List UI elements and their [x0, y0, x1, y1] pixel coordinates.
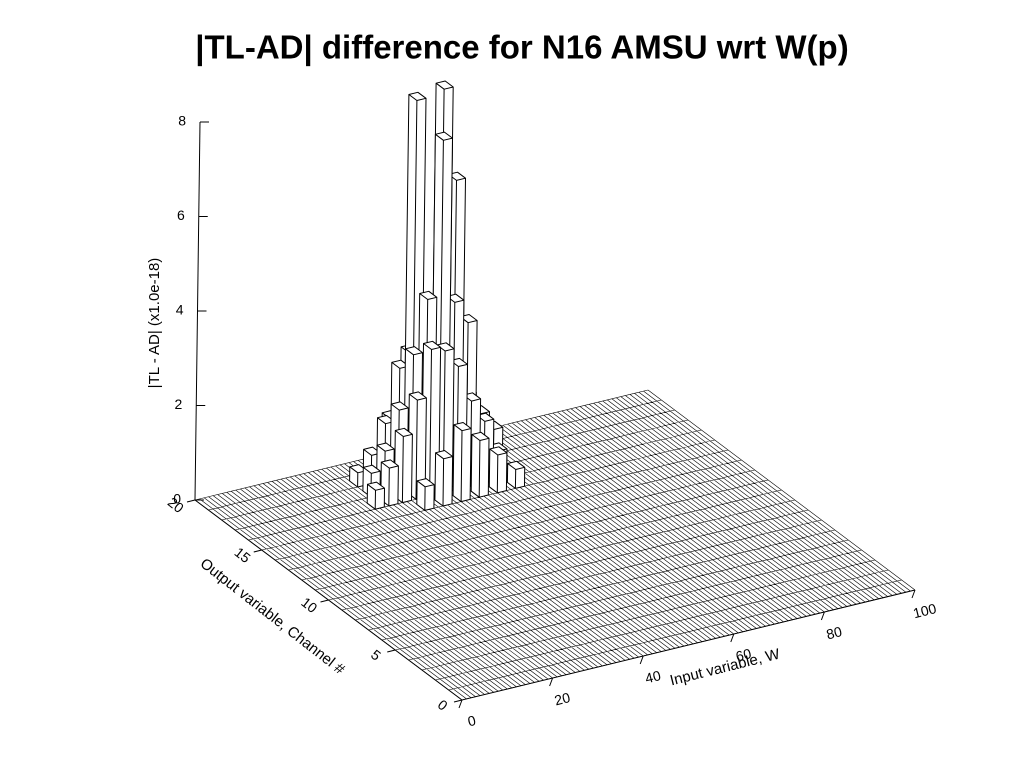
bar	[434, 450, 454, 507]
x-tick-label: 80	[825, 623, 844, 642]
y-tick	[453, 699, 463, 703]
y-tick-label: 20	[165, 494, 187, 516]
x-tick-label: 60	[734, 645, 753, 664]
z-tick-label: 6	[177, 207, 185, 223]
bar	[506, 460, 526, 489]
y-tick	[387, 649, 396, 653]
y-tick	[253, 549, 262, 553]
x-tick	[730, 633, 735, 643]
x-tick-label: 20	[553, 689, 572, 708]
bar	[416, 478, 435, 511]
x-tick	[911, 589, 916, 599]
z-tick-label: 0	[173, 491, 181, 507]
x-tick-label: 100	[911, 600, 938, 621]
x-axis-label: Input variable, W	[668, 645, 782, 689]
bar	[452, 422, 472, 503]
y-tick	[320, 599, 329, 603]
z-axis-label: |TL - AD| (x1.0e-18)	[146, 258, 163, 389]
x-tick-label: 40	[643, 667, 662, 686]
x-tick	[549, 677, 554, 687]
floor-grid	[194, 389, 916, 701]
y-tick-label: 5	[368, 646, 384, 664]
x-tick	[820, 611, 825, 621]
y-tick-label: 10	[298, 594, 320, 616]
bar	[470, 431, 490, 498]
floor-lines	[194, 389, 916, 701]
y-tick-label: 15	[231, 544, 253, 566]
bar	[393, 427, 413, 504]
x-tick-label: 0	[466, 712, 478, 729]
chart-title: |TL-AD| difference for N16 AMSU wrt W(p)	[195, 29, 848, 66]
z-tick-label: 4	[176, 302, 184, 318]
x-tick	[639, 655, 644, 665]
y-axis-label: Output variable, Channel #	[197, 555, 349, 679]
y-tick-label: 0	[435, 696, 451, 714]
bar	[366, 481, 385, 510]
y-tick	[186, 499, 196, 503]
z-tick-label: 2	[174, 396, 182, 412]
bars	[349, 80, 526, 511]
z-tick-label: 8	[178, 113, 186, 129]
x-tick	[458, 699, 463, 709]
bar	[488, 446, 508, 494]
